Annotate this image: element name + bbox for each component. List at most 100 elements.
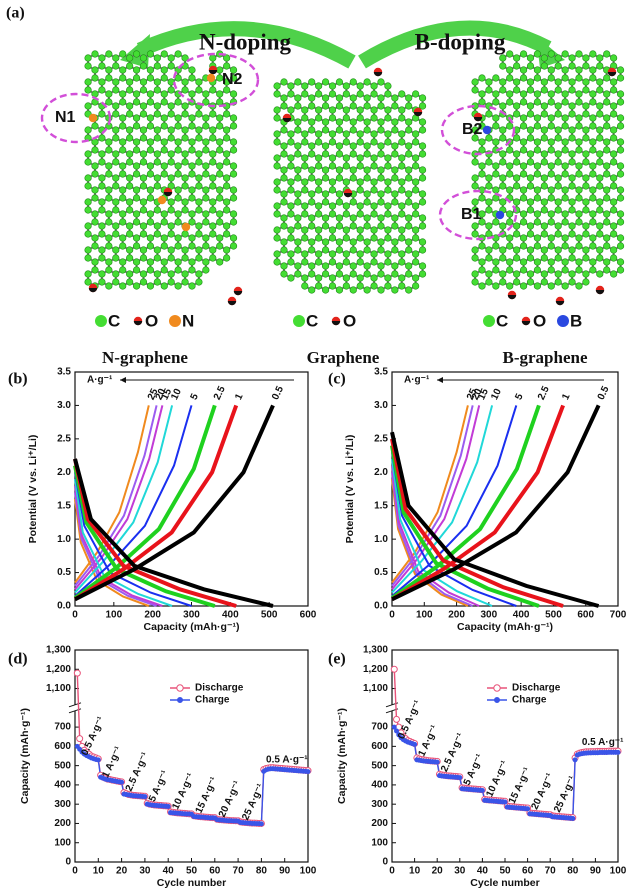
carbon-atom [479, 163, 486, 170]
carbon-atom [527, 255, 534, 262]
carbon-atom [106, 99, 113, 106]
carbon-atom [555, 255, 562, 262]
carbon-atom [603, 219, 610, 226]
oxygen-shade [522, 321, 530, 325]
carbon-atom [378, 215, 385, 222]
carbon-atom [596, 159, 603, 166]
carbon-atom [274, 115, 281, 122]
carbon-atom [583, 63, 590, 70]
carbon-atom [506, 51, 513, 58]
carbon-atom [583, 159, 590, 166]
carbon-atom [357, 163, 364, 170]
carbon-atom [493, 267, 500, 274]
carbon-atom [140, 159, 147, 166]
site-label: B2 [462, 121, 483, 138]
carbon-atom [610, 175, 617, 182]
carbon-atom [541, 63, 548, 70]
carbon-atom [315, 163, 322, 170]
carbon-atom [548, 99, 555, 106]
carbon-atom [610, 127, 617, 134]
y-tick-label: 3.0 [374, 400, 388, 411]
carbon-atom [140, 63, 147, 70]
carbon-atom [168, 135, 175, 142]
carbon-atom [189, 195, 196, 202]
carbon-atom [555, 183, 562, 190]
carbon-atom [590, 195, 597, 202]
oxygen-shade [89, 288, 97, 292]
carbon-atom [364, 119, 371, 126]
carbon-atom [398, 211, 405, 218]
carbon-atom [182, 255, 189, 262]
carbon-atom [182, 159, 189, 166]
carbon-atom [99, 159, 106, 166]
carbon-atom [527, 271, 534, 278]
y-tick-label: 400 [371, 780, 388, 791]
carbon-atom [534, 51, 541, 58]
carbon-atom [161, 91, 168, 98]
legend-marker [495, 698, 500, 703]
legend-label: Charge [512, 695, 547, 706]
annotation: 25 A·g⁻¹ [552, 774, 579, 814]
carbon-atom [562, 147, 569, 154]
carbon-atom [479, 267, 486, 274]
dopant-atom [182, 223, 190, 231]
carbon-atom [126, 199, 133, 206]
site-ring [42, 94, 110, 142]
carbon-atom [288, 203, 295, 210]
carbon-atom [154, 79, 161, 86]
annotation: 10 A·g⁻¹ [484, 758, 511, 798]
carbon-atom [610, 151, 617, 158]
carbon-atom [472, 175, 479, 182]
carbon-atom [343, 259, 350, 266]
carbon-atom [92, 195, 99, 202]
carbon-atom [154, 103, 161, 110]
carbon-atom [196, 175, 203, 182]
carbon-atom [301, 187, 308, 194]
carbon-atom [209, 175, 216, 182]
carbon-atom [603, 235, 610, 242]
carbon-atom [147, 75, 154, 82]
carbon-atom [520, 51, 527, 58]
carbon-atom [147, 259, 154, 266]
carbon-atom [274, 107, 281, 114]
carbon-atom [527, 135, 534, 142]
carbon-atom [189, 163, 196, 170]
carbon-atom [583, 175, 590, 182]
carbon-atom [583, 223, 590, 230]
carbon-atom [596, 199, 603, 206]
carbon-atom [329, 91, 336, 98]
carbon-atom [140, 255, 147, 262]
carbon-atom [392, 175, 399, 182]
carbon-atom [281, 103, 288, 110]
carbon-atom [295, 151, 302, 158]
carbon-atom [541, 175, 548, 182]
carbon-atom [322, 167, 329, 174]
carbon-atom [610, 111, 617, 118]
carbon-atom [576, 283, 583, 290]
carbon-atom [322, 119, 329, 126]
carbon-atom [562, 259, 569, 266]
carbon-atom [548, 219, 555, 226]
carbon-atom [527, 111, 534, 118]
carbon-atom [371, 155, 378, 162]
carbon-atom [85, 103, 92, 110]
carbon-atom [295, 167, 302, 174]
carbon-atom [555, 271, 562, 278]
carbon-atom [288, 107, 295, 114]
carbon-atom [288, 83, 295, 90]
carbon-atom [617, 99, 624, 106]
carbon-atom [610, 223, 617, 230]
carbon-atom [569, 111, 576, 118]
carbon-atom [412, 203, 419, 210]
oxygen-shade [134, 321, 142, 325]
carbon-atom [541, 207, 548, 214]
carbon-atom [610, 87, 617, 94]
carbon-atom [534, 75, 541, 82]
carbon-atom [92, 67, 99, 74]
carbon-atom [209, 159, 216, 166]
carbon-atom [603, 99, 610, 106]
carbon-atom [364, 151, 371, 158]
y-tick-label: 700 [371, 722, 388, 733]
carbon-atom [112, 279, 119, 286]
carbon-atom [364, 191, 371, 198]
